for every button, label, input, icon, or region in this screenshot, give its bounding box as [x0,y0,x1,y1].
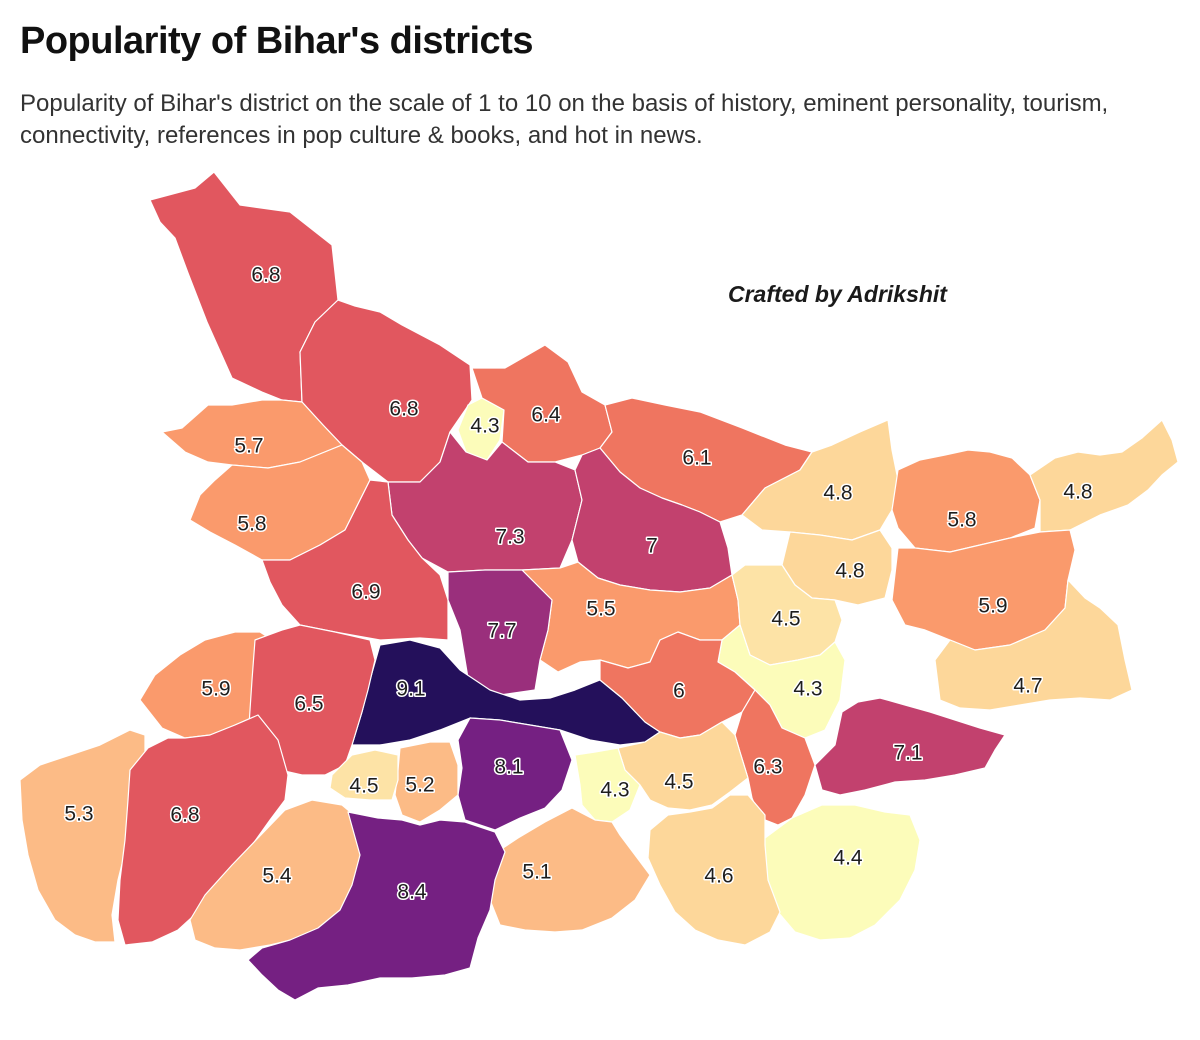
district-value-label: 6.3 [753,756,782,779]
district-region [814,697,1006,796]
district-value-label: 7.1 [893,742,922,765]
district-region [489,807,651,933]
district-value-label: 5.2 [405,774,434,797]
district-region [161,399,343,469]
district-regions [19,171,1179,1001]
district-value-label: 9.1 [396,678,425,701]
district-value-label: 5.3 [64,803,93,826]
district-region [891,449,1041,553]
map-title: Popularity of Bihar's districts [20,20,533,62]
district-value-label: 6.9 [351,581,380,604]
district-region [1029,419,1179,533]
district-region [617,721,749,811]
district-region [574,747,641,823]
district-region [761,804,921,941]
district-value-label: 4.5 [771,608,800,631]
district-region [247,811,506,1001]
map-subtitle: Popularity of Bihar's district on the sc… [20,90,1109,149]
district-value-label: 4.5 [349,775,378,798]
district-value-label: 5.4 [262,865,292,888]
district-value-label: 5.1 [522,861,551,884]
district-value-label: 4.3 [470,415,499,438]
district-region [647,794,781,946]
district-value-label: 6.8 [389,398,418,421]
district-value-label: 5.5 [586,598,615,621]
district-region [447,569,553,696]
district-value-label: 4.7 [1013,675,1042,698]
district-value-label: 4.4 [833,847,863,870]
district-value-label: 6.4 [531,404,561,427]
district-value-label: 8.4 [397,881,427,904]
district-region [117,714,289,946]
district-labels: 6.8 6.8 4.3 6.4 5.7 6.1 4.8 5.8 4.8 5.8 7.3 7 4.8 6.9… [63,262,1094,905]
district-value-label: 6.8 [251,264,280,287]
district-value-label: 5.9 [201,678,230,701]
district-region [19,729,146,943]
district-value-label: 7.7 [487,620,516,643]
district-value-label: 4.5 [664,771,693,794]
district-value-label: 4.6 [704,865,733,888]
district-value-label: 8.1 [494,756,523,779]
district-value-label: 6.5 [294,693,323,716]
district-region [329,749,399,801]
district-value-label: 6 [673,680,685,703]
district-value-label: 5.7 [234,435,263,458]
district-value-label: 6.8 [170,804,199,827]
district-value-label: 7 [646,535,658,558]
district-value-label: 4.8 [835,560,864,583]
district-value-label: 5.9 [978,595,1007,618]
credit-text: Crafted by Adrikshit [728,281,947,307]
district-value-label: 5.8 [947,509,976,532]
district-value-label: 4.8 [823,482,852,505]
district-value-label: 4.3 [793,678,822,701]
district-value-label: 4.8 [1063,481,1092,504]
district-value-label: 4.3 [600,779,629,802]
district-value-label: 5.8 [237,513,266,536]
district-value-label: 6.1 [682,447,711,470]
district-value-label: 7.3 [495,526,524,549]
district-region [934,579,1133,711]
district-region [457,717,573,831]
